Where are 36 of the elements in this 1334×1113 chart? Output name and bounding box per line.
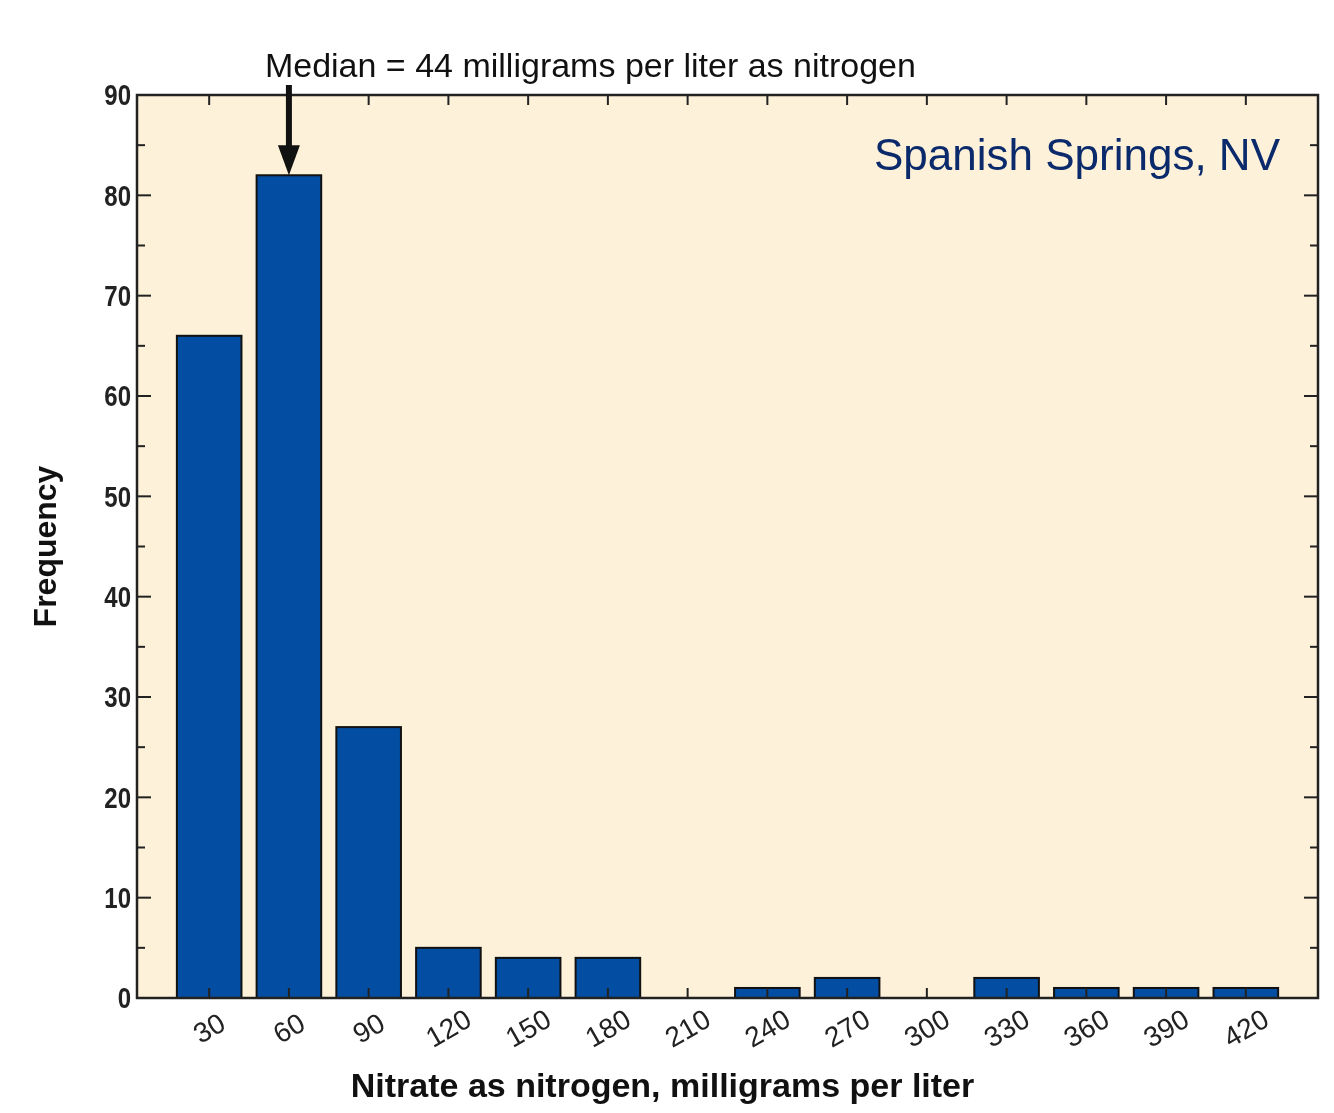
bar xyxy=(813,976,881,999)
y-tick-label: 40 xyxy=(104,579,131,614)
y-axis-title: Frequency xyxy=(27,465,63,628)
bar xyxy=(415,946,482,999)
x-tick-label: 360 xyxy=(1058,1003,1115,1054)
y-tick-label: 90 xyxy=(104,77,131,113)
y-tick-label: 60 xyxy=(104,378,131,414)
x-tick-label: 270 xyxy=(819,1003,876,1054)
bar xyxy=(335,726,402,999)
bar xyxy=(175,334,243,999)
y-tick-label: 20 xyxy=(104,780,131,815)
bar xyxy=(973,976,1040,999)
x-tick-label: 300 xyxy=(899,1003,955,1054)
y-tick-label: 30 xyxy=(104,679,131,715)
x-tick-label: 180 xyxy=(580,1003,637,1054)
bar xyxy=(255,174,323,999)
x-tick-label: 330 xyxy=(978,1003,1035,1054)
annotation: Median = 44 milligrams per liter as nitrogen xyxy=(264,46,916,84)
bar xyxy=(574,956,642,999)
x-axis-title: Nitrate as nitrogen, milligrams per liter xyxy=(350,1066,975,1104)
bar xyxy=(494,956,562,999)
y-tick-label: 50 xyxy=(104,479,131,514)
x-tick-label: 60 xyxy=(267,1007,311,1050)
y-tick-label: 0 xyxy=(117,980,131,1016)
x-tick-label: 390 xyxy=(1138,1003,1195,1054)
y-tick-label: 80 xyxy=(104,178,131,213)
x-tick-label: 420 xyxy=(1218,1003,1274,1054)
annotation: Spanish Springs, NV xyxy=(874,130,1281,179)
x-tick-label: 150 xyxy=(500,1003,557,1054)
x-tick-label: 240 xyxy=(739,1003,796,1054)
x-tick-label: 30 xyxy=(188,1007,231,1050)
y-tick-label: 70 xyxy=(104,278,131,313)
y-tick-label: 10 xyxy=(104,880,131,915)
x-tick-label: 210 xyxy=(659,1003,716,1054)
x-tick-label: 120 xyxy=(420,1003,477,1054)
x-tick-label: 90 xyxy=(347,1007,391,1050)
